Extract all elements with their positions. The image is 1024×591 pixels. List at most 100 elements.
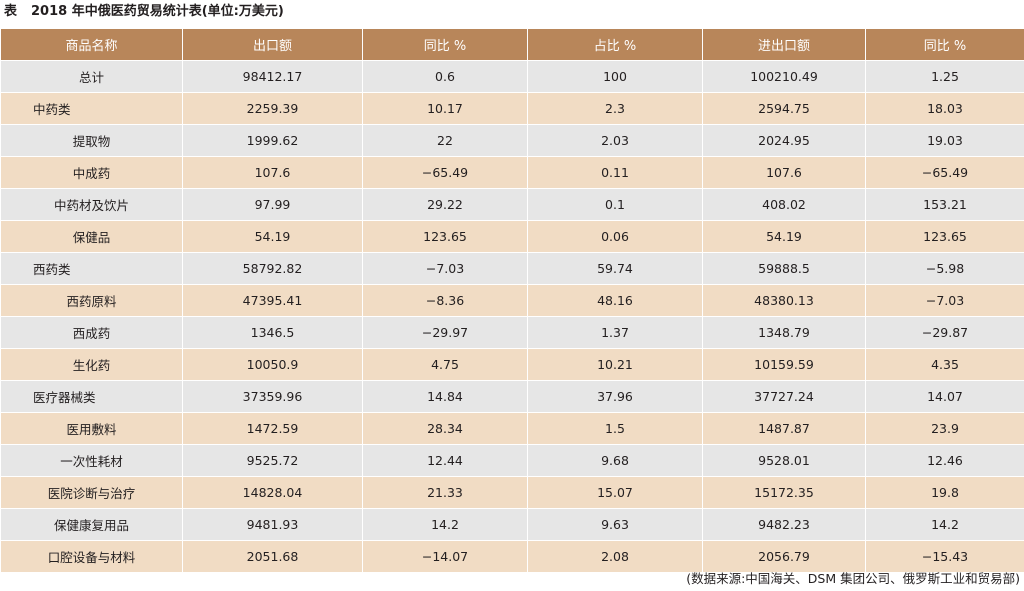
cell-product-name: 西成药 [0, 316, 183, 349]
cell-export: 10050.9 [182, 348, 363, 381]
cell-product-name: 口腔设备与材料 [0, 540, 183, 573]
cell-total-yoy: −15.43 [865, 540, 1024, 573]
header-export: 出口额 [182, 28, 363, 61]
cell-share: 2.08 [527, 540, 703, 573]
cell-total-trade: 100210.49 [702, 60, 866, 93]
cell-product-name: 医院诊断与治疗 [0, 476, 183, 509]
trade-stats-table: 商品名称 出口额 同比 % 占比 % 进出口额 同比 % 总计 98412.17 0… [0, 28, 1024, 573]
cell-product-name: 医疗器械类 [0, 380, 183, 413]
table-body: 总计 98412.17 0.6 100 100210.49 1.25 中药类 2259.39 1… [0, 60, 1024, 573]
cell-share: 0.11 [527, 156, 703, 189]
table-row: 保健康复用品 9481.93 14.2 9.63 9482.23 14.2 [0, 508, 1024, 541]
cell-share: 48.16 [527, 284, 703, 317]
cell-product-name: 西药类 [0, 252, 183, 285]
cell-share: 100 [527, 60, 703, 93]
header-export-yoy: 同比 % [362, 28, 528, 61]
table-caption: 表 2018 年中俄医药贸易统计表(单位:万美元) [4, 1, 284, 23]
cell-export: 47395.41 [182, 284, 363, 317]
cell-total-trade: 1487.87 [702, 412, 866, 445]
cell-total-yoy: 4.35 [865, 348, 1024, 381]
cell-export: 54.19 [182, 220, 363, 253]
header-total-yoy: 同比 % [865, 28, 1024, 61]
cell-export: 14828.04 [182, 476, 363, 509]
cell-share: 37.96 [527, 380, 703, 413]
cell-share: 1.5 [527, 412, 703, 445]
table-row: 西药原料 47395.41 −8.36 48.16 48380.13 −7.03 [0, 284, 1024, 317]
cell-total-yoy: 1.25 [865, 60, 1024, 93]
cell-share: 1.37 [527, 316, 703, 349]
cell-export-yoy: −65.49 [362, 156, 528, 189]
table-row: 中成药 107.6 −65.49 0.11 107.6 −65.49 [0, 156, 1024, 189]
table-row: 一次性耗材 9525.72 12.44 9.68 9528.01 12.46 [0, 444, 1024, 477]
cell-export-yoy: 10.17 [362, 92, 528, 125]
table-row: 医院诊断与治疗 14828.04 21.33 15.07 15172.35 19.8 [0, 476, 1024, 509]
table-row: 保健品 54.19 123.65 0.06 54.19 123.65 [0, 220, 1024, 253]
table-row: 医用敷料 1472.59 28.34 1.5 1487.87 23.9 [0, 412, 1024, 445]
cell-total-trade: 9528.01 [702, 444, 866, 477]
cell-export-yoy: 28.34 [362, 412, 528, 445]
cell-product-name: 提取物 [0, 124, 183, 157]
cell-export-yoy: −29.97 [362, 316, 528, 349]
cell-export-yoy: 14.2 [362, 508, 528, 541]
cell-total-trade: 2024.95 [702, 124, 866, 157]
cell-export-yoy: 29.22 [362, 188, 528, 221]
cell-share: 9.63 [527, 508, 703, 541]
cell-product-name: 总计 [0, 60, 183, 93]
cell-total-yoy: 123.65 [865, 220, 1024, 253]
cell-total-yoy: −7.03 [865, 284, 1024, 317]
caption-label: 表 [4, 4, 18, 19]
cell-export: 9481.93 [182, 508, 363, 541]
cell-total-yoy: 12.46 [865, 444, 1024, 477]
cell-total-trade: 10159.59 [702, 348, 866, 381]
table-header-row: 商品名称 出口额 同比 % 占比 % 进出口额 同比 % [0, 28, 1024, 61]
cell-share: 0.06 [527, 220, 703, 253]
table-row: 中药类 2259.39 10.17 2.3 2594.75 18.03 [0, 92, 1024, 125]
caption-title: 2018 年中俄医药贸易统计表(单位:万美元) [31, 4, 284, 19]
cell-total-yoy: −5.98 [865, 252, 1024, 285]
cell-product-name: 西药原料 [0, 284, 183, 317]
cell-export: 58792.82 [182, 252, 363, 285]
cell-share: 9.68 [527, 444, 703, 477]
cell-total-yoy: 14.2 [865, 508, 1024, 541]
table-row: 西成药 1346.5 −29.97 1.37 1348.79 −29.87 [0, 316, 1024, 349]
cell-share: 10.21 [527, 348, 703, 381]
header-share: 占比 % [527, 28, 703, 61]
cell-total-yoy: 18.03 [865, 92, 1024, 125]
table-row: 西药类 58792.82 −7.03 59.74 59888.5 −5.98 [0, 252, 1024, 285]
cell-export: 1999.62 [182, 124, 363, 157]
cell-total-yoy: 23.9 [865, 412, 1024, 445]
cell-export-yoy: 123.65 [362, 220, 528, 253]
cell-export: 98412.17 [182, 60, 363, 93]
cell-product-name: 中药类 [0, 92, 183, 125]
cell-total-yoy: 19.8 [865, 476, 1024, 509]
table-row: 生化药 10050.9 4.75 10.21 10159.59 4.35 [0, 348, 1024, 381]
cell-export-yoy: 21.33 [362, 476, 528, 509]
cell-total-yoy: −65.49 [865, 156, 1024, 189]
cell-export-yoy: 14.84 [362, 380, 528, 413]
cell-total-trade: 59888.5 [702, 252, 866, 285]
cell-share: 59.74 [527, 252, 703, 285]
cell-export: 1346.5 [182, 316, 363, 349]
cell-export: 2051.68 [182, 540, 363, 573]
cell-export: 1472.59 [182, 412, 363, 445]
header-total-trade: 进出口额 [702, 28, 866, 61]
cell-total-yoy: −29.87 [865, 316, 1024, 349]
cell-share: 2.03 [527, 124, 703, 157]
cell-export: 107.6 [182, 156, 363, 189]
cell-export-yoy: 22 [362, 124, 528, 157]
data-source-note: (数据来源:中国海关、DSM 集团公司、俄罗斯工业和贸易部) [686, 571, 1020, 586]
cell-export: 37359.96 [182, 380, 363, 413]
table-row: 医疗器械类 37359.96 14.84 37.96 37727.24 14.07 [0, 380, 1024, 413]
cell-export-yoy: 4.75 [362, 348, 528, 381]
cell-export-yoy: 12.44 [362, 444, 528, 477]
table-row: 中药材及饮片 97.99 29.22 0.1 408.02 153.21 [0, 188, 1024, 221]
cell-total-trade: 408.02 [702, 188, 866, 221]
cell-export-yoy: −7.03 [362, 252, 528, 285]
cell-total-trade: 15172.35 [702, 476, 866, 509]
cell-total-trade: 54.19 [702, 220, 866, 253]
cell-total-trade: 9482.23 [702, 508, 866, 541]
table-row: 总计 98412.17 0.6 100 100210.49 1.25 [0, 60, 1024, 93]
cell-total-trade: 107.6 [702, 156, 866, 189]
cell-total-yoy: 153.21 [865, 188, 1024, 221]
cell-share: 0.1 [527, 188, 703, 221]
